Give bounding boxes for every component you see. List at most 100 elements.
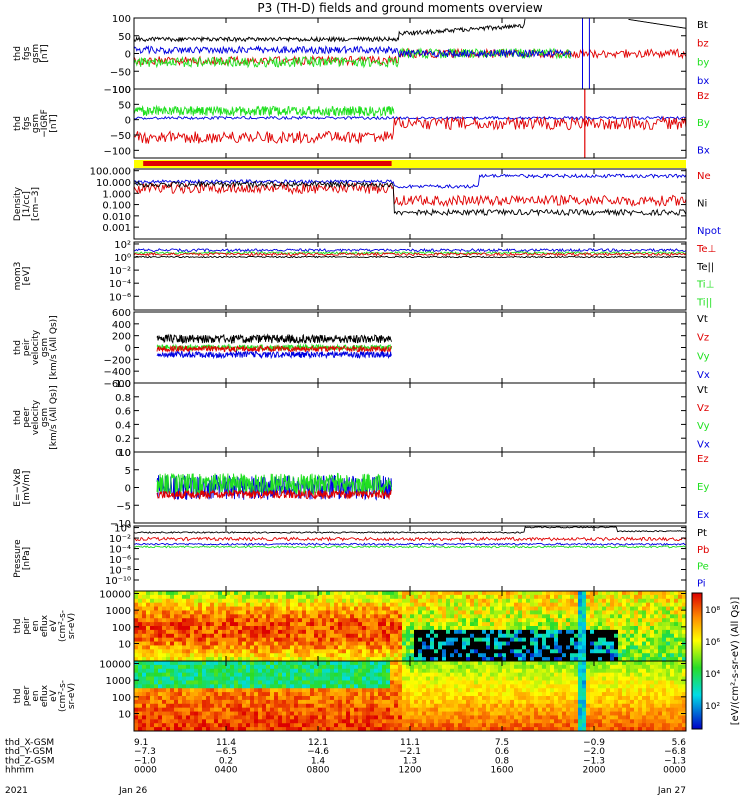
y-axis-label: sr-eV) [67, 613, 77, 639]
y-tick-label: 5 [125, 466, 131, 477]
legend-entry: bz [697, 39, 709, 50]
legend-entry: Pi [697, 579, 706, 590]
y-axis-label: [nT] [49, 114, 59, 132]
fgs-dsl-bz-line [134, 117, 686, 143]
legend-entry: Vt [697, 385, 708, 396]
y-axis-label: [nPa] [22, 547, 32, 570]
fgs-bx-line [134, 46, 571, 57]
y-axis-label: [km/s (All Qs)] [49, 385, 59, 449]
y-tick-label: 400 [112, 320, 131, 331]
vel-vt-line [157, 335, 392, 343]
y-tick-label: 1000 [106, 676, 131, 687]
y-axis-label: [nT] [40, 44, 50, 62]
density-npot-line [134, 174, 686, 188]
y-tick-label: 10000 [99, 590, 131, 601]
legend-entry: Vz [697, 403, 709, 414]
colorbar-tick: 10² [705, 702, 720, 712]
x-row-value: 1200 [399, 766, 422, 776]
x-row-value: 0000 [663, 766, 686, 776]
y-tick-label: 1.0 [115, 379, 131, 390]
legend-entry: By [697, 118, 710, 129]
y-tick-label: −100 [104, 146, 131, 157]
legend-entry: Te|| [696, 262, 714, 273]
y-tick-label: 100 [112, 85, 131, 96]
panel-pressure: 10⁰10⁻²10⁻⁴10⁻⁶10⁻⁸10⁻¹⁰Pressure[nPa]PtP… [13, 524, 709, 591]
y-tick-label: 100 [112, 14, 131, 25]
colorbar-tick: 10⁸ [705, 606, 720, 616]
y-tick-label: 1.000 [102, 189, 131, 200]
y-axis-label: [cm−3] [31, 187, 41, 221]
legend-entry: Vx [697, 439, 710, 450]
y-tick-label: 10 [118, 640, 131, 651]
fgs-bt-line [134, 19, 525, 42]
colorbar-tick: 10⁶ [705, 638, 720, 648]
x-row-value: 2000 [583, 766, 606, 776]
panel-frame [134, 383, 686, 452]
y-tick-label: 0 [125, 344, 131, 355]
y-tick-label: 100 [112, 623, 131, 634]
y-tick-label: 10 [118, 710, 131, 721]
legend-entry: Bz [697, 91, 709, 102]
legend-entry: Bt [697, 20, 708, 31]
y-tick-label: 10⁻⁶ [109, 555, 131, 566]
colorbar: 10⁸ 10⁶ 10⁴ 10² [eV/(cm²-s-sr-eV) (All Qs)] [692, 593, 741, 729]
x-row-value: 0800 [307, 766, 330, 776]
legend-entry: Ey [697, 482, 709, 493]
legend-entry: bx [697, 76, 709, 87]
y-tick-label: 0 [125, 116, 131, 127]
y-tick-label: 50 [118, 100, 131, 111]
pressure-pi-line [134, 543, 686, 545]
legend-entry: Vt [697, 314, 708, 325]
y-tick-label: 0.100 [102, 201, 131, 212]
x-row-value: 0000 [134, 766, 157, 776]
date-end: Jan 27 [657, 786, 686, 796]
y-tick-label: 10⁻⁴ [109, 279, 131, 290]
temp-line-blue [134, 249, 686, 252]
density-ne-line [134, 183, 686, 205]
date-start: Jan 26 [118, 786, 147, 796]
y-tick-label: 0.8 [115, 393, 131, 404]
y-tick-label: 10 [118, 448, 131, 459]
quality-flag [143, 161, 391, 166]
x-row-label: hhmm [5, 766, 34, 776]
legend-entry: Ez [697, 454, 709, 465]
y-tick-label: 200 [112, 332, 131, 343]
y-tick-label: 10⁰ [114, 253, 131, 264]
colorbar-tick: 10⁴ [705, 670, 720, 680]
legend-entry: Vx [697, 370, 710, 381]
panel-frame [134, 526, 686, 591]
peer-spectrogram [134, 661, 686, 731]
y-tick-label: −50 [110, 67, 131, 78]
y-tick-label: 10⁻⁶ [109, 292, 131, 303]
legend-entry: Pt [697, 528, 707, 539]
y-axis-label: sr-eV) [67, 683, 77, 709]
panel-frame [134, 242, 686, 310]
y-tick-label: 10⁻² [109, 266, 131, 277]
legend-entry: Te⊥ [696, 244, 716, 255]
y-tick-label: −50 [110, 131, 131, 142]
y-tick-label: 10⁰ [114, 524, 131, 535]
y-tick-label: 10² [114, 240, 131, 251]
legend-entry: Pb [697, 545, 709, 556]
y-tick-label: 600 [112, 308, 131, 319]
y-axis-label: [km/s (All Qs)] [49, 315, 59, 379]
peir-spectrogram [134, 591, 686, 661]
x-row-value: 0400 [215, 766, 238, 776]
y-tick-label: −5 [116, 501, 131, 512]
y-tick-label: 10000 [99, 660, 131, 671]
legend-entry: Pe [697, 562, 709, 573]
legend-entry: Ni [697, 199, 707, 210]
y-tick-label: 10.000 [96, 178, 131, 189]
temp-line-black [134, 256, 686, 257]
fgs-bt-line-late [629, 19, 687, 28]
y-tick-label: 1000 [106, 606, 131, 617]
colorbar-label: [eV/(cm²-s-sr-eV) (All Qs)] [730, 597, 741, 726]
legend-entry: Vz [697, 333, 709, 344]
y-tick-label: 50 [118, 32, 131, 43]
pressure-pe-line [134, 546, 686, 548]
year-label: 2021 [5, 786, 28, 796]
